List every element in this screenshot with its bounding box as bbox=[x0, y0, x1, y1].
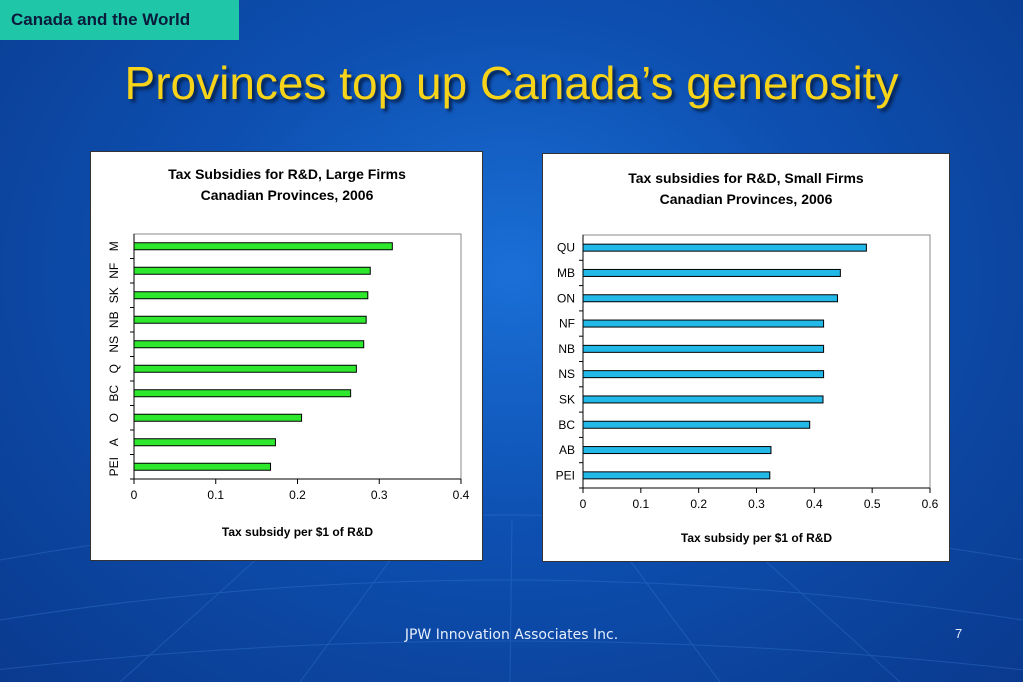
page-number: 7 bbox=[955, 626, 963, 641]
x-tick-label: 0 bbox=[580, 497, 587, 511]
y-tick-label: NF bbox=[107, 263, 121, 279]
x-tick-label: 0.1 bbox=[207, 488, 224, 502]
y-tick-label: MB bbox=[557, 266, 575, 280]
bar-on bbox=[582, 294, 838, 303]
y-tick-label: PEI bbox=[107, 457, 121, 476]
x-tick-label: 0.2 bbox=[690, 497, 707, 511]
chart-title: Tax Subsidies for R&D, Large Firms bbox=[168, 166, 406, 182]
bar-q bbox=[133, 364, 357, 373]
bar-bc bbox=[133, 389, 352, 398]
y-tick-label: SK bbox=[559, 392, 575, 406]
y-tick-label: NB bbox=[107, 311, 121, 328]
y-tick-label: BC bbox=[558, 418, 575, 432]
bar-a bbox=[133, 438, 276, 447]
y-tick-label: PEI bbox=[556, 468, 575, 482]
bar-sk bbox=[582, 395, 824, 404]
y-tick-label: O bbox=[107, 413, 121, 422]
y-tick-label: SK bbox=[107, 287, 121, 303]
y-tick-label: NB bbox=[558, 342, 575, 356]
bar-mb bbox=[582, 268, 841, 277]
x-tick-label: 0.4 bbox=[453, 488, 470, 502]
bar-ns bbox=[582, 370, 825, 379]
x-tick-label: 0.4 bbox=[806, 497, 823, 511]
y-tick-label: AB bbox=[559, 443, 575, 457]
bar-ns bbox=[133, 340, 365, 349]
x-tick-label: 0.2 bbox=[289, 488, 306, 502]
x-axis-label: Tax subsidy per $1 of R&D bbox=[681, 531, 832, 545]
chart-panel-large-firms: Tax Subsidies for R&D, Large Firms Canadi… bbox=[90, 151, 483, 561]
bar-nf bbox=[133, 266, 371, 275]
slide-title: Provinces top up Canada’s generosity bbox=[124, 57, 899, 109]
chart-title: Tax subsidies for R&D, Small Firms bbox=[628, 170, 864, 186]
bar-m bbox=[133, 242, 393, 251]
y-tick-label: NF bbox=[559, 317, 575, 331]
chart-panel-small-firms: Tax subsidies for R&D, Small Firms Canadi… bbox=[542, 153, 950, 562]
bar-pei bbox=[582, 471, 771, 480]
x-tick-label: 0.3 bbox=[371, 488, 388, 502]
chart-large-firms: Tax Subsidies for R&D, Large Firms Canadi… bbox=[107, 166, 470, 539]
y-tick-label: NS bbox=[558, 367, 575, 381]
bar-nf bbox=[582, 319, 825, 328]
chart-subtitle: Canadian Provinces, 2006 bbox=[660, 191, 833, 207]
bar-nb bbox=[582, 344, 825, 353]
x-tick-label: 0.3 bbox=[748, 497, 765, 511]
chart-subtitle: Canadian Provinces, 2006 bbox=[201, 187, 374, 203]
x-tick-label: 0.6 bbox=[922, 497, 939, 511]
x-axis-label: Tax subsidy per $1 of R&D bbox=[222, 525, 373, 539]
bar-bc bbox=[582, 420, 811, 429]
y-tick-label: BC bbox=[107, 385, 121, 402]
bar-ab bbox=[582, 446, 772, 455]
footer-text: JPW Innovation Associates Inc. bbox=[404, 627, 619, 643]
bar-o bbox=[133, 413, 303, 422]
y-tick-label: M bbox=[107, 241, 121, 251]
x-tick-label: 0 bbox=[131, 488, 138, 502]
bar-pei bbox=[133, 462, 272, 471]
y-tick-label: A bbox=[107, 438, 121, 446]
bar-sk bbox=[133, 291, 369, 300]
x-tick-label: 0.1 bbox=[632, 497, 649, 511]
bar-qu bbox=[582, 243, 867, 252]
chart-small-firms: Tax subsidies for R&D, Small Firms Canadi… bbox=[556, 170, 939, 545]
section-tag: Canada and the World bbox=[0, 0, 239, 40]
bar-nb bbox=[133, 315, 367, 324]
y-tick-label: QU bbox=[557, 241, 575, 255]
y-tick-label: NS bbox=[107, 336, 121, 353]
y-tick-label: Q bbox=[107, 364, 121, 373]
y-tick-label: ON bbox=[557, 291, 575, 305]
x-tick-label: 0.5 bbox=[864, 497, 881, 511]
